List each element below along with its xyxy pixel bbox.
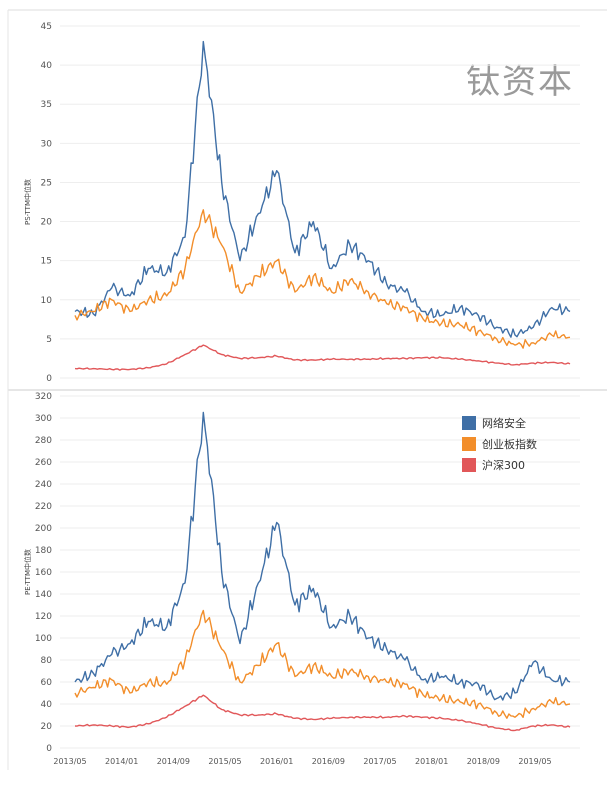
y-tick-label: 40 (41, 700, 53, 710)
y-tick-label: 10 (41, 296, 53, 306)
series-line-chinext-index (74, 209, 571, 349)
x-tick-label: 2014/01 (105, 757, 138, 766)
y-tick-label: 25 (41, 178, 52, 188)
watermark-text: 钛资本 (466, 62, 574, 102)
y-tick-label: 320 (35, 392, 52, 402)
y-axis-label: PS-TTM中位数 (23, 179, 32, 225)
y-tick-label: 40 (41, 61, 53, 71)
series-line-csi300 (74, 694, 571, 732)
y-tick-label: 5 (46, 335, 52, 345)
y-tick-label: 20 (41, 722, 53, 732)
legend-swatch (462, 416, 476, 430)
x-tick-label: 2018/01 (415, 757, 448, 766)
y-tick-label: 180 (35, 546, 52, 556)
x-tick-label: 2016/09 (312, 757, 345, 766)
x-tick-label: 2014/09 (157, 757, 190, 766)
series-line-csi300 (74, 344, 571, 371)
y-tick-label: 45 (41, 22, 52, 32)
y-tick-label: 30 (41, 139, 53, 149)
x-tick-label: 2013/05 (53, 757, 86, 766)
y-tick-label: 280 (35, 436, 52, 446)
y-tick-label: 80 (41, 656, 53, 666)
y-tick-label: 160 (35, 568, 52, 578)
y-tick-label: 20 (41, 218, 53, 228)
legend-label: 网络安全 (482, 416, 526, 430)
x-tick-label: 2018/09 (467, 757, 500, 766)
x-tick-label: 2019/05 (518, 757, 551, 766)
series-line-chinext-index (74, 609, 571, 719)
y-tick-label: 300 (35, 414, 52, 424)
y-tick-label: 120 (35, 612, 52, 622)
y-tick-label: 140 (35, 590, 52, 600)
legend-label: 创业板指数 (482, 437, 537, 451)
chart-panel-bottom: 0 20 40 60 80 100 120 140 160 180 200 220 240 260 280 3… (23, 392, 580, 766)
legend-swatch (462, 458, 476, 472)
legend-swatch (462, 437, 476, 451)
y-tick-label: 100 (35, 634, 52, 644)
y-tick-label: 0 (46, 744, 52, 754)
series-line-network-security (74, 40, 571, 338)
y-tick-label: 60 (41, 678, 53, 688)
y-tick-label: 0 (46, 374, 52, 384)
series-line-network-security (74, 411, 571, 701)
x-tick-label: 2016/01 (260, 757, 293, 766)
legend-label: 沪深300 (482, 458, 525, 472)
x-tick-label: 2015/05 (208, 757, 241, 766)
y-axis-label: PE-TTM中位数 (23, 549, 32, 595)
y-tick-label: 200 (35, 524, 52, 534)
y-tick-label: 220 (35, 502, 52, 512)
y-tick-label: 240 (35, 480, 52, 490)
y-tick-label: 15 (41, 257, 52, 267)
y-tick-label: 35 (41, 100, 52, 110)
chart-panel-top: 0 5 10 15 20 25 30 35 40 45 PS-TTM中位数 (23, 22, 580, 384)
y-tick-label: 260 (35, 458, 52, 468)
x-tick-label: 2017/05 (363, 757, 396, 766)
